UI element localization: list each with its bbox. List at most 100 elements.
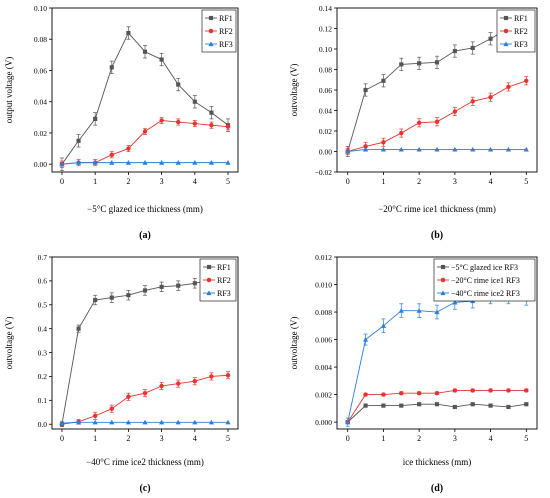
data-point — [175, 419, 181, 425]
data-point — [92, 160, 98, 165]
series-line — [347, 80, 527, 152]
data-point — [452, 299, 458, 305]
y-axis-label: outvoltage (V) — [289, 64, 299, 117]
legend-entry: RF3 — [217, 289, 231, 298]
data-point — [381, 403, 386, 408]
data-point — [417, 402, 422, 407]
legend-marker — [208, 28, 214, 34]
data-point — [209, 122, 214, 128]
series-1 — [345, 402, 529, 425]
y-tick-label: 0.08 — [319, 65, 332, 74]
data-point — [142, 419, 148, 425]
data-point — [416, 146, 422, 152]
data-point — [470, 402, 475, 407]
series-3 — [59, 160, 231, 167]
data-point — [434, 391, 440, 396]
data-point — [93, 116, 98, 121]
data-point — [208, 160, 215, 165]
data-point — [192, 121, 198, 126]
series-line — [61, 374, 229, 425]
x-tick-label: 5 — [226, 434, 230, 443]
x-axis-label: −5°C glazed ice thickness (mm) — [87, 204, 203, 214]
legend-marker — [208, 41, 214, 47]
data-point — [452, 109, 458, 114]
plot-frame — [51, 256, 239, 430]
y-tick-label: 0.6 — [38, 277, 48, 286]
legend-entry: RF2 — [514, 27, 528, 36]
data-point — [470, 388, 475, 393]
y-tick-label: 0.004 — [315, 363, 332, 372]
x-tick-label: 0 — [60, 177, 64, 186]
data-point — [142, 129, 148, 134]
data-point — [399, 130, 404, 136]
data-point — [225, 419, 231, 425]
data-point — [126, 394, 131, 399]
legend-box — [433, 258, 536, 302]
data-point — [125, 419, 131, 425]
data-point — [416, 391, 422, 396]
series-3 — [59, 419, 231, 426]
data-point — [159, 419, 165, 425]
y-tick-label: 0.010 — [315, 280, 332, 289]
data-point — [523, 146, 529, 152]
series-3 — [345, 146, 529, 154]
x-tick-label: 1 — [93, 177, 97, 186]
data-point — [363, 392, 368, 397]
data-point — [363, 87, 368, 93]
data-point — [142, 390, 148, 396]
chart-panel-4: 0 1 2 3 4 5 0.000 0.002 0.004 0.006 0.008 0.010 0.01… — [289, 253, 538, 494]
data-point — [434, 60, 440, 65]
data-point — [76, 326, 81, 331]
y-axis-label: outvoltage (V) — [289, 317, 299, 370]
data-point — [159, 284, 164, 289]
plot-frame — [51, 7, 239, 173]
legend-marker — [440, 277, 446, 283]
data-point — [142, 49, 148, 54]
data-point — [142, 288, 148, 293]
legend-entry: RF1 — [219, 14, 233, 23]
data-point — [380, 323, 387, 328]
data-point — [176, 82, 181, 87]
data-point — [505, 146, 512, 152]
x-tick-label: 2 — [417, 177, 421, 186]
x-tick-label: 1 — [381, 177, 385, 186]
data-point — [399, 62, 404, 67]
data-point — [75, 419, 82, 425]
data-point — [76, 138, 81, 143]
data-point — [345, 148, 351, 154]
data-point — [524, 78, 529, 83]
y-tick-label: 0.00 — [319, 147, 332, 156]
data-point — [434, 402, 440, 407]
x-tick-label: 2 — [126, 177, 130, 186]
x-tick-label: 0 — [346, 434, 350, 443]
x-tick-label: 2 — [126, 434, 130, 443]
x-axis-label: −40°C rime ice2 thickness (mm) — [86, 457, 204, 467]
data-point — [93, 297, 98, 303]
y-tick-label: 0.06 — [319, 86, 332, 95]
legend-entry: −40°C rime ice2 RF3 — [451, 289, 520, 298]
chart-panel-1: 0 1 2 3 4 5 0.00 0.02 0.04 0.06 0.08 0.10 −5°C glaze… — [4, 4, 239, 241]
data-point — [59, 161, 65, 167]
data-point — [380, 146, 387, 152]
data-point — [225, 124, 231, 129]
data-point — [417, 61, 422, 66]
legend-entry: −5°C glazed ice RF3 — [451, 263, 518, 272]
data-point — [524, 402, 529, 407]
x-tick-label: 2 — [417, 434, 421, 443]
legend-entry: RF3 — [514, 40, 528, 49]
x-tick-label: 0 — [346, 177, 350, 186]
data-point — [524, 388, 529, 393]
y-tick-label: 0.00 — [34, 160, 47, 169]
x-tick-label: 4 — [489, 177, 493, 186]
y-tick-label: 0.4 — [38, 324, 48, 333]
y-tick-label: 0.14 — [319, 4, 332, 13]
data-point — [345, 419, 351, 425]
data-point — [434, 119, 440, 124]
data-point — [381, 78, 386, 83]
x-axis-label: −20°C rime ice1 thickness (mm) — [378, 204, 496, 214]
y-tick-label: 0.012 — [315, 253, 332, 262]
y-tick-label: 0.04 — [319, 106, 332, 115]
chart-panel-2: 0 1 2 3 4 5 −0.02 0.00 0.02 0.04 0.06 0.08 0.10 0.12 0… — [289, 4, 538, 241]
data-point — [399, 391, 404, 396]
